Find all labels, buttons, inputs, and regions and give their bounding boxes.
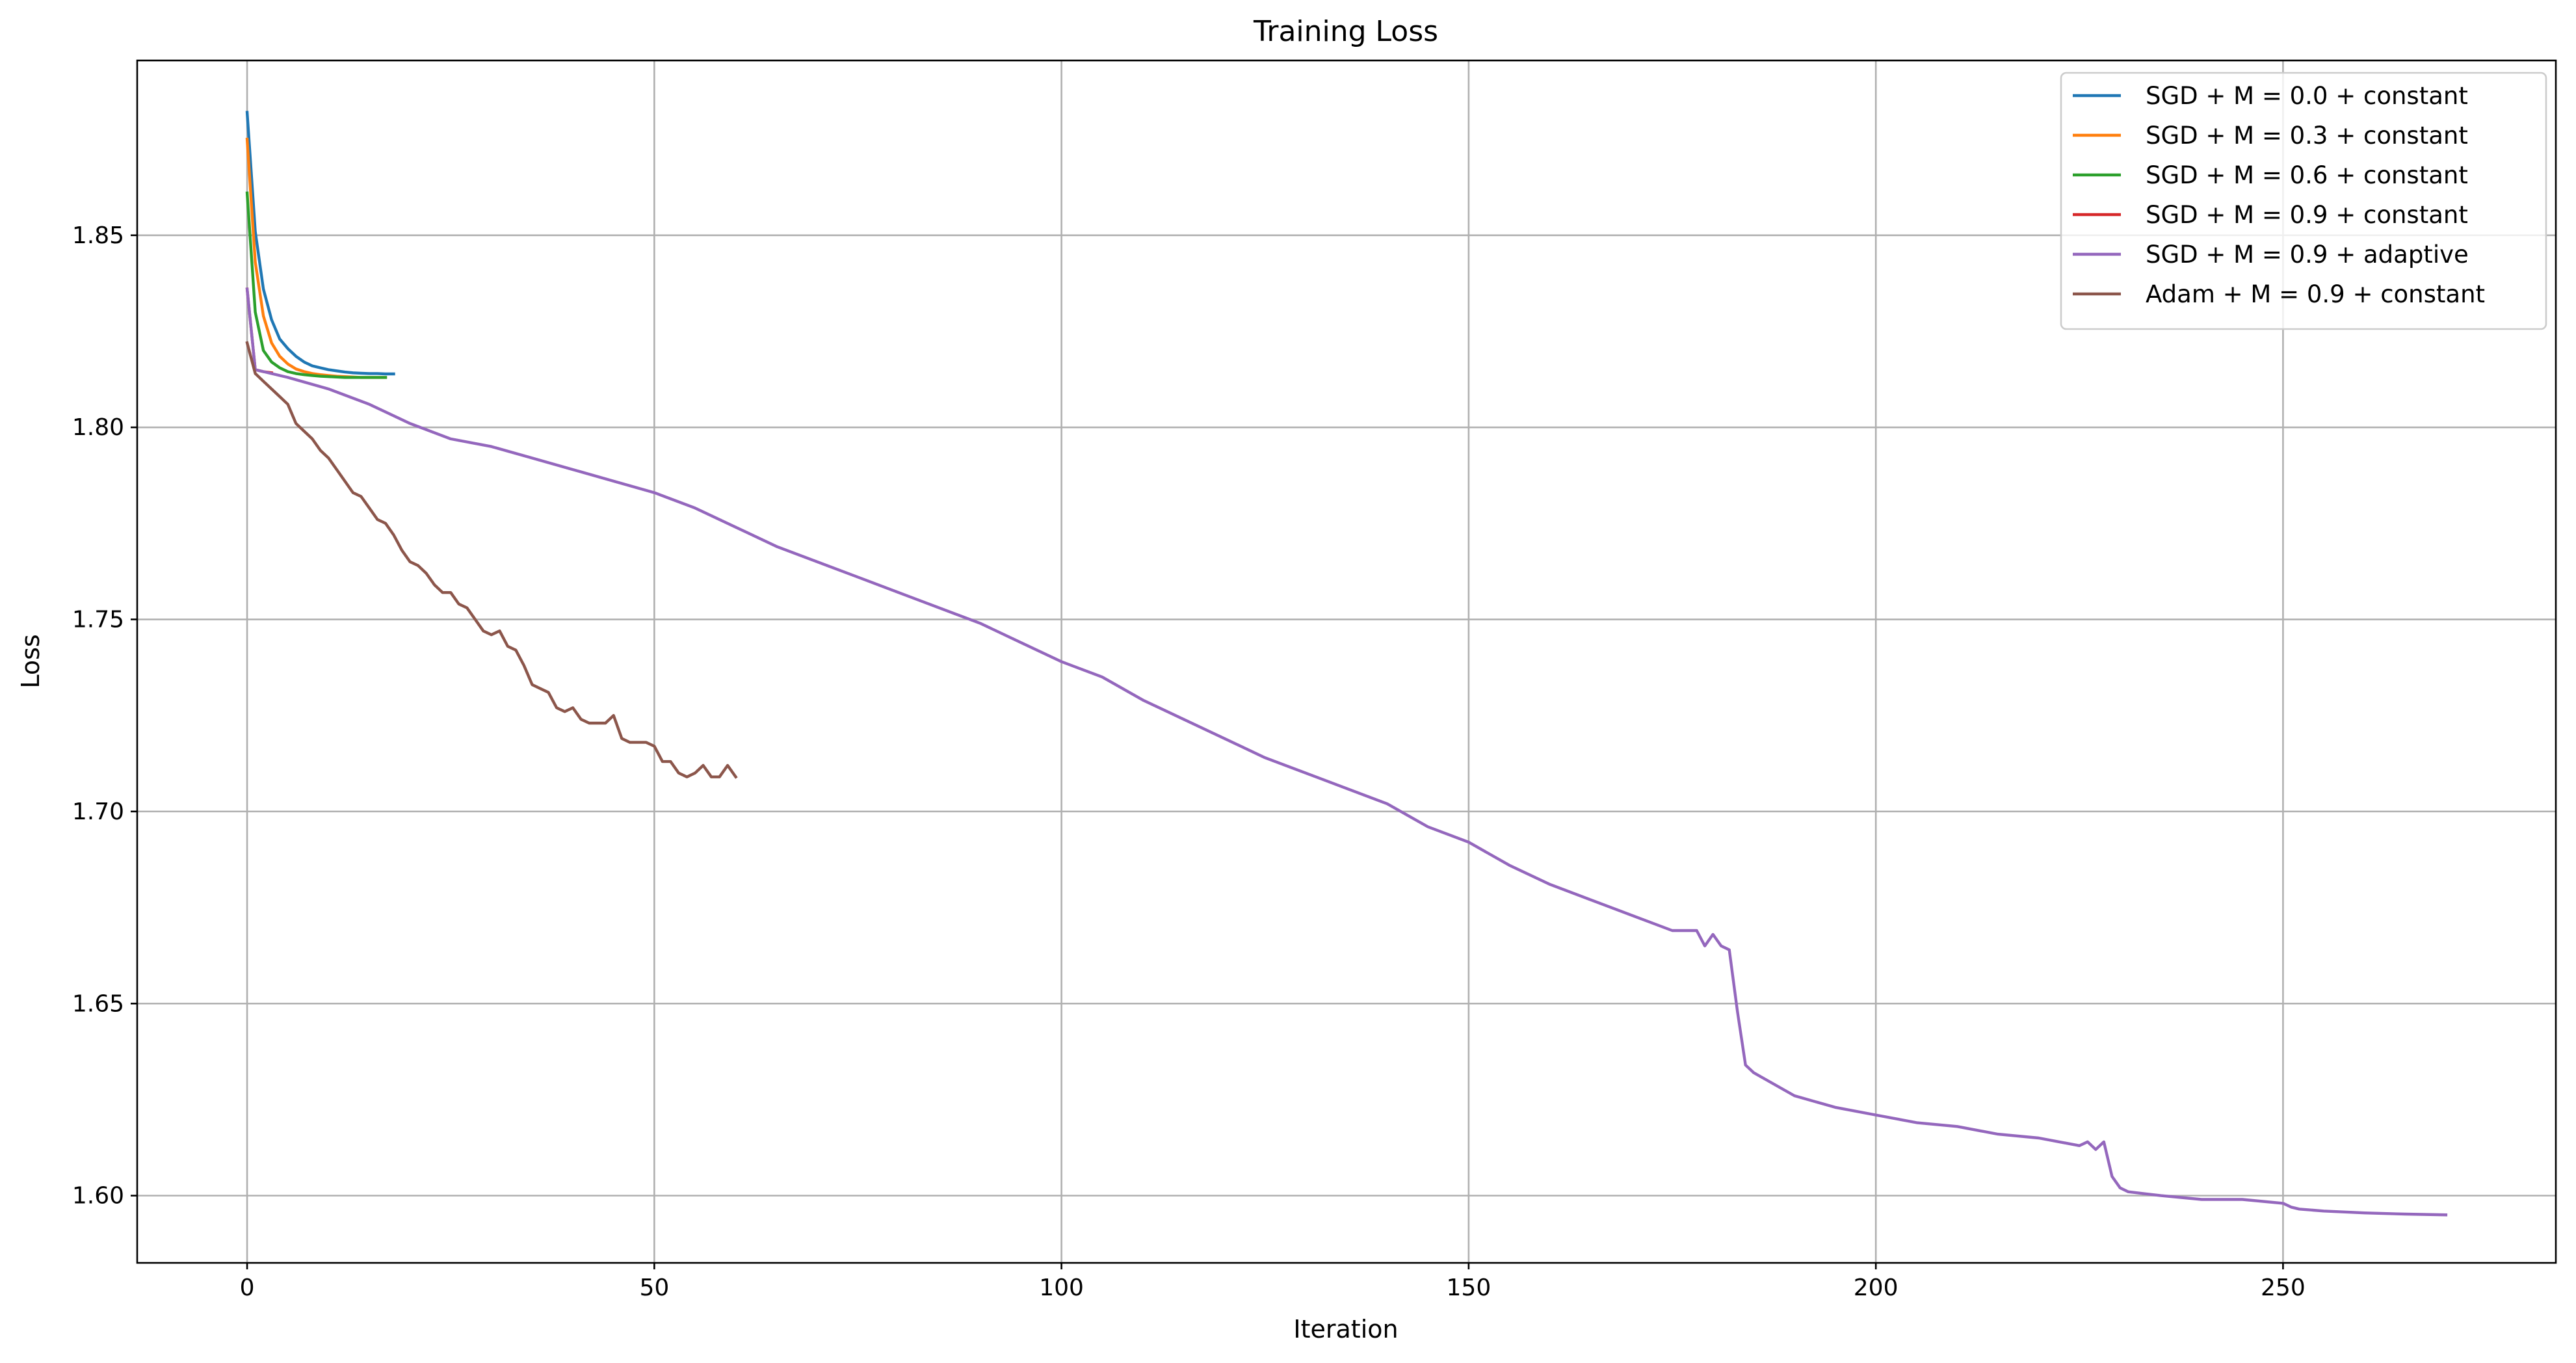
series-line-3 bbox=[245, 191, 388, 379]
x-tick-label: 150 bbox=[1447, 1275, 1492, 1301]
legend-label: SGD + M = 0.9 + constant bbox=[2146, 201, 2468, 229]
series-line-1 bbox=[245, 111, 395, 376]
legend-label: Adam + M = 0.9 + constant bbox=[2146, 280, 2485, 308]
x-tick-label: 100 bbox=[1039, 1275, 1084, 1301]
x-axis-label: Iteration bbox=[1293, 1315, 1398, 1343]
x-tick-label: 200 bbox=[1854, 1275, 1899, 1301]
legend-label: SGD + M = 0.9 + adaptive bbox=[2146, 241, 2469, 269]
chart-title: Training Loss bbox=[1253, 15, 1438, 48]
plot-area bbox=[136, 59, 2557, 1264]
series-lines bbox=[245, 111, 2448, 1217]
y-tick-label: 1.80 bbox=[72, 414, 124, 441]
axis-ticks: 0 50 100 150 200 250 1.60 1.65 1.70 1.75 1.80 1.85 bbox=[72, 222, 2306, 1301]
y-tick-label: 1.75 bbox=[72, 607, 124, 633]
legend-box bbox=[2060, 72, 2547, 330]
x-tick-label: 50 bbox=[639, 1275, 669, 1301]
legend: SGD + M = 0.0 + constant SGD + M = 0.3 + … bbox=[2060, 72, 2547, 330]
y-tick-label: 1.60 bbox=[72, 1183, 124, 1210]
series-line-5 bbox=[245, 287, 2448, 1217]
legend-label: SGD + M = 0.3 + constant bbox=[2146, 122, 2468, 150]
series-line-6 bbox=[245, 341, 738, 779]
y-axis-label: Loss bbox=[16, 634, 45, 688]
y-tick-label: 1.65 bbox=[72, 990, 124, 1017]
legend-label: SGD + M = 0.6 + constant bbox=[2146, 161, 2468, 189]
y-tick-label: 1.85 bbox=[72, 222, 124, 249]
x-tick-label: 250 bbox=[2261, 1275, 2306, 1301]
legend-label: SGD + M = 0.0 + constant bbox=[2146, 82, 2468, 110]
x-tick-label: 0 bbox=[240, 1275, 255, 1301]
y-tick-label: 1.70 bbox=[72, 799, 124, 825]
